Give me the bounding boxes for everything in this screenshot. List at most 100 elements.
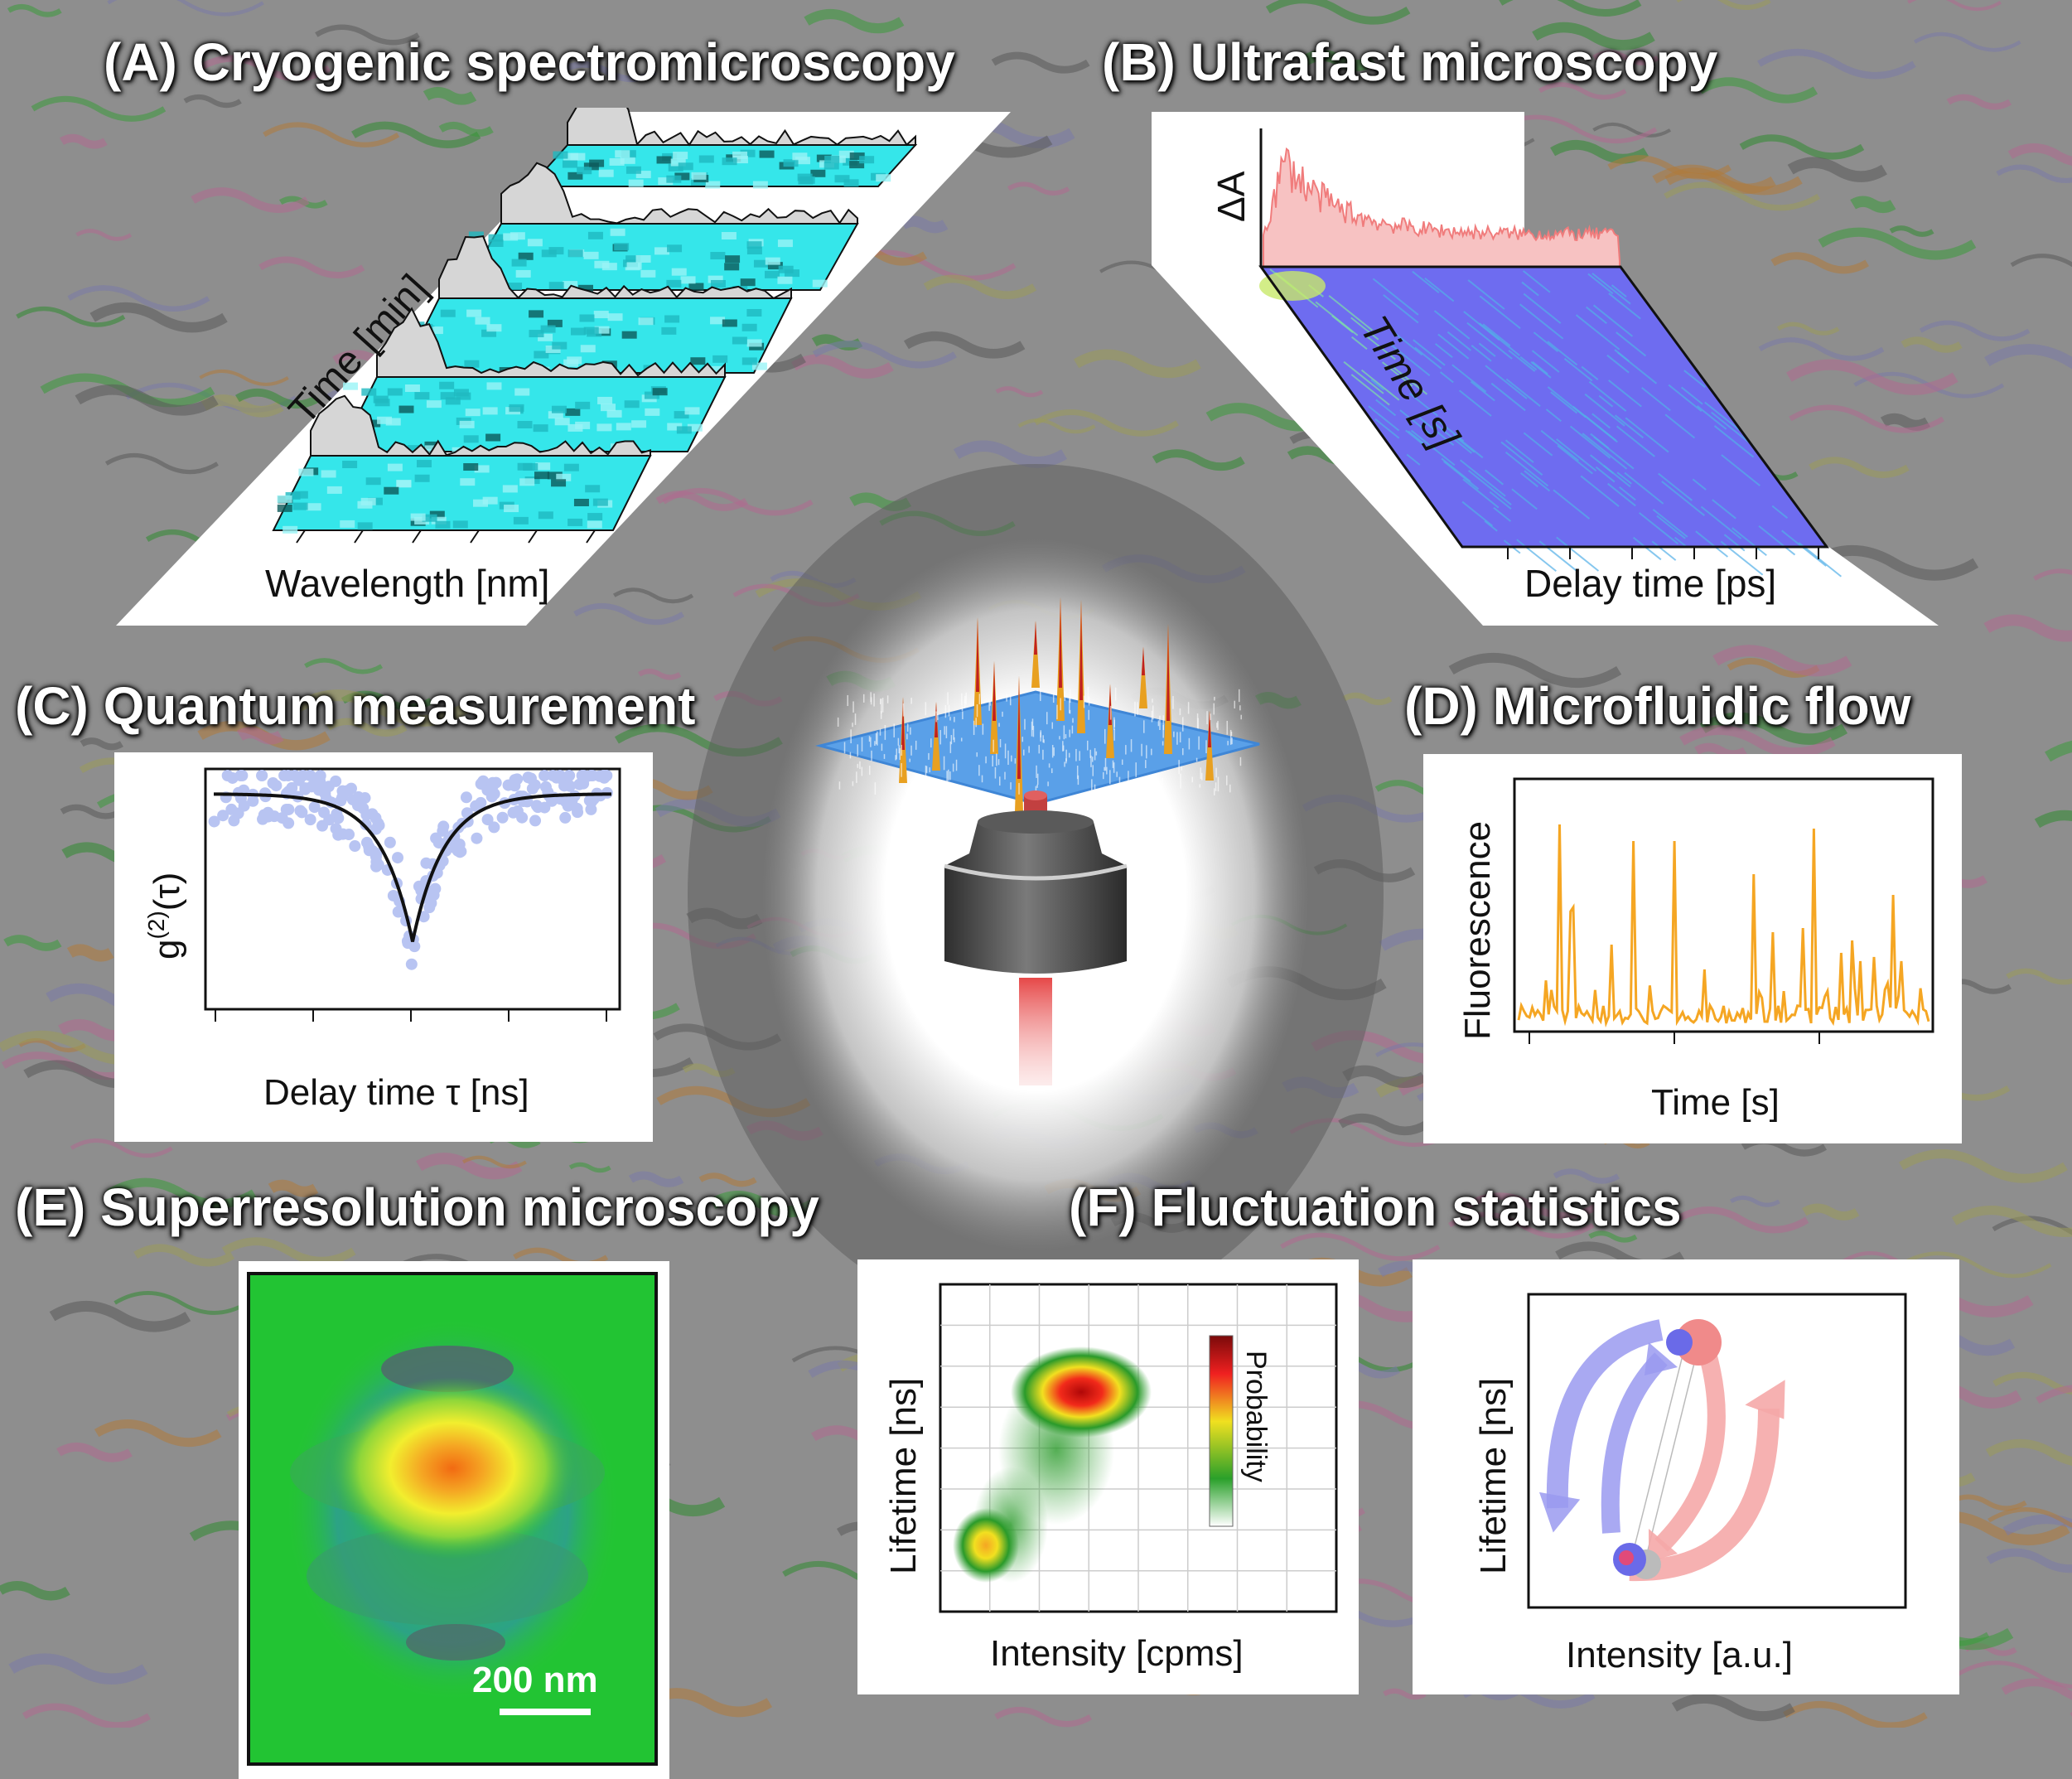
panel-a-xlabel: Wavelength [nm] bbox=[265, 562, 549, 605]
spectrum-cell bbox=[377, 417, 392, 424]
spectrum-cell bbox=[588, 232, 603, 239]
spectrum-cell bbox=[486, 382, 501, 389]
panel-c-xlabel: Delay time τ [ns] bbox=[263, 1072, 529, 1113]
spectrum-cell bbox=[639, 317, 654, 325]
g2-point bbox=[476, 778, 487, 790]
spectrum-cell bbox=[548, 247, 563, 254]
g2-point bbox=[482, 814, 494, 825]
map-hotspot bbox=[1259, 271, 1326, 301]
spectrum-cell bbox=[710, 252, 725, 259]
spectrum-cell bbox=[599, 170, 614, 177]
spectrum-cell bbox=[366, 477, 381, 485]
spectrum-cell bbox=[615, 150, 630, 157]
spectrum-cell bbox=[765, 271, 780, 278]
colorbar bbox=[1210, 1336, 1233, 1526]
colorbar-label: Probability bbox=[1240, 1351, 1272, 1482]
spectrum-cell bbox=[587, 521, 602, 529]
spectrum-cell bbox=[593, 499, 608, 506]
spectrum-cell bbox=[327, 486, 342, 494]
spectrum-cell bbox=[398, 406, 413, 413]
spectrum-cell bbox=[722, 232, 737, 239]
spectrum-cell bbox=[564, 464, 579, 471]
g2-point bbox=[527, 783, 539, 795]
spectrum-cell bbox=[690, 357, 705, 365]
spectrum-cell bbox=[584, 327, 599, 335]
panel-f-histogram: Probability Intensity [cpms] Lifetime [n… bbox=[857, 1259, 1359, 1694]
g2-point bbox=[497, 812, 509, 824]
spectrum-cell bbox=[539, 511, 553, 519]
spectrum-cell bbox=[653, 388, 668, 395]
spectrum-cell bbox=[859, 156, 874, 163]
spectrum-cell bbox=[657, 156, 672, 163]
spectrum-cell bbox=[753, 181, 768, 189]
spectrum-cell bbox=[411, 514, 426, 521]
g2-point bbox=[420, 858, 432, 869]
g2-point bbox=[278, 770, 290, 781]
spectrum-cell bbox=[453, 520, 468, 528]
g2-point bbox=[258, 810, 270, 821]
spectrum-cell bbox=[466, 408, 481, 416]
spectrum-cell bbox=[293, 503, 308, 510]
spectrum-cell bbox=[581, 345, 596, 352]
spectrum-cell bbox=[516, 270, 531, 278]
spectrum-cell bbox=[742, 357, 757, 365]
panel-f2-xlabel: Intensity [a.u.] bbox=[1566, 1635, 1793, 1675]
spectrum-cell bbox=[766, 258, 780, 265]
g2-point bbox=[461, 791, 472, 803]
spectrum-cell bbox=[414, 392, 429, 399]
spectrum-cell bbox=[534, 471, 549, 479]
g2-point bbox=[222, 770, 234, 781]
state-low bbox=[953, 1508, 1019, 1583]
spectrum-cell bbox=[384, 487, 398, 495]
spectrum-cell bbox=[361, 498, 376, 505]
spectrum-cell bbox=[446, 397, 461, 404]
protein-ribbon bbox=[70, 950, 111, 955]
panel-f1-ylabel: Lifetime [ns] bbox=[883, 1378, 924, 1574]
g2-point bbox=[554, 770, 566, 781]
g2-point bbox=[361, 837, 373, 848]
g2-point bbox=[485, 786, 497, 797]
spectrum-cell bbox=[568, 519, 582, 526]
spectrum-cell bbox=[760, 151, 775, 158]
g2-point bbox=[429, 883, 441, 895]
spectrum-cell bbox=[746, 309, 761, 317]
g2-point bbox=[360, 792, 371, 804]
spectrum-cell bbox=[610, 158, 625, 166]
spectrum-cell bbox=[489, 239, 504, 247]
spectrum-cell bbox=[685, 407, 700, 414]
panel-f-transitions: Intensity [a.u.] Lifetime [ns] bbox=[1413, 1259, 1959, 1694]
spectrum-cell bbox=[679, 162, 693, 170]
g2-point bbox=[336, 791, 348, 803]
spectrum-cell bbox=[555, 418, 570, 425]
spectrum-cell bbox=[514, 517, 529, 525]
g2-point bbox=[366, 808, 378, 819]
spectrum-cell bbox=[464, 360, 479, 368]
panel-c-ylabel: g(2)(τ) bbox=[143, 873, 187, 960]
spectrum-cell bbox=[519, 253, 534, 260]
g2-point bbox=[388, 890, 399, 902]
spectrum-cell bbox=[596, 423, 611, 431]
spectrum-cell bbox=[519, 478, 534, 486]
spectrum-cell bbox=[460, 478, 475, 486]
spectrum-cell bbox=[636, 255, 651, 263]
spectrum-cell bbox=[876, 174, 891, 181]
spectrum-cell bbox=[589, 160, 604, 167]
spectrum-cell bbox=[551, 479, 566, 486]
g2-point bbox=[559, 812, 571, 824]
spectrum-cell bbox=[800, 176, 815, 184]
spectrum-cell bbox=[601, 404, 616, 411]
spectrum-cell bbox=[742, 324, 757, 331]
spectrum-cell bbox=[464, 435, 479, 442]
g2-point bbox=[277, 812, 288, 824]
spectrum-cell bbox=[627, 262, 642, 269]
spectrum-cell bbox=[504, 505, 519, 512]
spectrum-cell bbox=[626, 167, 641, 174]
spectrum-cell bbox=[528, 239, 543, 246]
spectrum-cell bbox=[666, 176, 681, 183]
spectrum-cell bbox=[283, 526, 297, 534]
spectrum-cell bbox=[631, 420, 646, 428]
spectrum-cell bbox=[722, 157, 737, 165]
spectrum-cell bbox=[512, 259, 527, 267]
spectrum-cell bbox=[732, 336, 747, 344]
spectrum-cell bbox=[361, 389, 376, 396]
